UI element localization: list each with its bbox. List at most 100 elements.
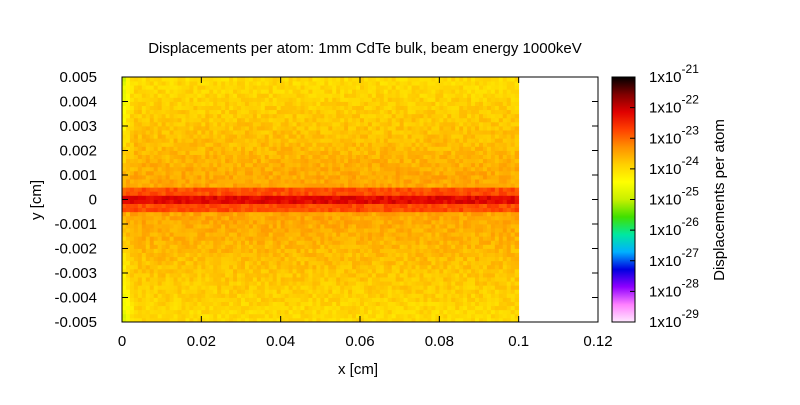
heatmap-cell — [296, 252, 301, 258]
heatmap-cell — [360, 146, 365, 151]
heatmap-cell — [137, 317, 143, 322]
heatmap-cell — [387, 203, 393, 209]
heatmap-cell — [153, 158, 159, 164]
heatmap-cell — [387, 170, 393, 176]
heatmap-cell — [403, 142, 408, 147]
heatmap-cell — [197, 232, 202, 237]
heatmap-cell — [383, 260, 389, 266]
heatmap-cell — [391, 191, 397, 196]
heatmap-cell — [233, 317, 238, 322]
heatmap-cell — [233, 170, 238, 176]
heatmap-cell — [276, 309, 282, 315]
heatmap-cell — [443, 113, 448, 119]
heatmap-cell — [225, 77, 230, 82]
heatmap-cell — [201, 158, 206, 164]
heatmap-cell — [399, 142, 405, 147]
heatmap-cell — [233, 85, 238, 90]
heatmap-cell — [165, 260, 170, 266]
heatmap-cell — [237, 183, 242, 188]
heatmap-cell — [387, 158, 393, 164]
heatmap-cell — [280, 195, 286, 200]
heatmap-cell — [268, 289, 274, 294]
heatmap-cell — [447, 248, 452, 253]
heatmap-cell — [431, 199, 436, 204]
heatmap-cell — [145, 187, 151, 192]
heatmap-cell — [133, 77, 139, 82]
heatmap-cell — [169, 113, 174, 119]
heatmap-cell — [209, 142, 214, 147]
heatmap-cell — [304, 117, 309, 123]
heatmap-cell — [288, 301, 293, 307]
heatmap-cell — [292, 142, 297, 147]
heatmap-cell — [320, 224, 325, 229]
heatmap-cell — [328, 183, 333, 188]
heatmap-cell — [443, 313, 448, 319]
heatmap-cell — [288, 134, 293, 139]
heatmap-cell — [197, 77, 202, 82]
heatmap-cell — [403, 268, 408, 274]
heatmap-cell — [125, 199, 131, 204]
heatmap-cell — [316, 77, 321, 82]
heatmap-cell — [383, 166, 389, 172]
heatmap-cell — [272, 313, 278, 319]
heatmap-cell — [221, 105, 226, 111]
heatmap-cell — [141, 81, 147, 86]
heatmap-cell — [213, 77, 218, 82]
heatmap-cell — [379, 97, 385, 102]
heatmap-cell — [352, 195, 357, 200]
heatmap-cell — [169, 170, 174, 176]
heatmap-cell — [300, 89, 305, 94]
heatmap-cell — [141, 244, 147, 249]
heatmap-cell — [141, 256, 147, 262]
heatmap-cell — [225, 289, 230, 294]
heatmap-cell — [137, 215, 143, 221]
heatmap-cell — [383, 285, 389, 290]
heatmap-cell — [332, 154, 337, 160]
heatmap-cell — [304, 199, 309, 204]
heatmap-cell — [403, 113, 408, 119]
heatmap-cell — [161, 248, 167, 253]
heatmap-cell — [340, 162, 345, 168]
heatmap-cell — [288, 260, 293, 266]
heatmap-cell — [201, 109, 206, 115]
heatmap-cell — [161, 142, 167, 147]
heatmap-cell — [443, 130, 448, 135]
heatmap-cell — [415, 244, 420, 249]
heatmap-cell — [379, 273, 385, 278]
heatmap-cell — [332, 199, 337, 204]
heatmap-cell — [276, 281, 282, 286]
heatmap-cell — [141, 211, 147, 217]
heatmap-cell — [272, 207, 278, 213]
heatmap-cell — [316, 191, 321, 196]
heatmap-cell — [320, 130, 325, 135]
heatmap-cell — [241, 211, 246, 217]
heatmap-cell — [268, 297, 274, 302]
heatmap-cell — [344, 121, 349, 127]
heatmap-cell — [229, 121, 234, 127]
heatmap-cell — [296, 179, 301, 184]
heatmap-cell — [395, 244, 401, 249]
heatmap-cell — [280, 207, 286, 213]
heatmap-cell — [344, 301, 349, 307]
heatmap-cell — [229, 248, 234, 253]
heatmap-cell — [292, 268, 297, 274]
heatmap-cell — [137, 199, 143, 204]
heatmap-cell — [209, 224, 214, 229]
heatmap-cell — [181, 150, 186, 155]
heatmap-cell — [221, 248, 226, 253]
heatmap-cell — [225, 313, 230, 319]
heatmap-cell — [280, 313, 286, 319]
heatmap-cell — [332, 281, 337, 286]
heatmap-cell — [149, 228, 155, 233]
heatmap-cell — [252, 121, 258, 127]
heatmap-cell — [375, 248, 381, 253]
heatmap-cell — [379, 203, 385, 209]
heatmap-cell — [340, 191, 345, 196]
heatmap-cell — [443, 268, 448, 274]
heatmap-cell — [443, 191, 448, 196]
heatmap-cell — [177, 317, 182, 322]
heatmap-cell — [122, 211, 127, 217]
heatmap-cell — [399, 252, 405, 258]
heatmap-cell — [165, 183, 170, 188]
heatmap-cell — [395, 281, 401, 286]
